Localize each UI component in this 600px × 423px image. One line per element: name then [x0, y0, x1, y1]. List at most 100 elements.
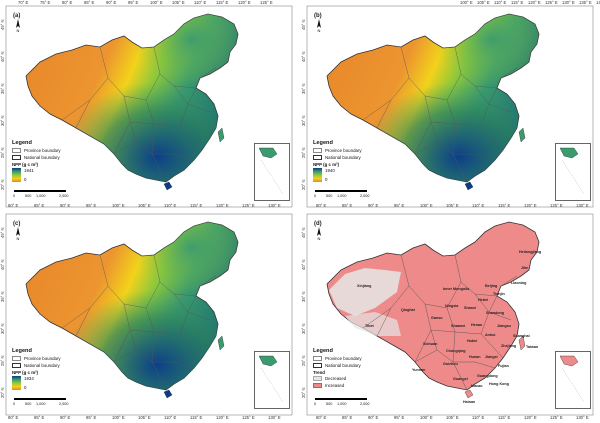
province-label-taiwan: Taiwan	[526, 345, 539, 349]
province-label-gansu: Gansu	[431, 316, 443, 320]
latitude-label: 40° N	[0, 51, 5, 62]
province-label-hubei: Hubei	[467, 339, 478, 343]
province-label-zhejiang: Zhejiang	[501, 344, 517, 348]
longitude-label: 85° E	[342, 415, 353, 420]
map-legend: Legend Province boundary National bounda…	[12, 348, 61, 391]
latitude-label: 35° N	[301, 83, 306, 94]
latitude-label: 40° N	[0, 259, 5, 270]
latitude-label: 40° N	[301, 51, 306, 62]
national-boundary-label: National boundary	[24, 154, 60, 160]
province-label-hainan: Hainan	[463, 400, 476, 404]
longitude-label: 120° E	[524, 415, 537, 420]
latitude-label: 35° N	[301, 291, 306, 302]
npp-high-value: 1940	[325, 168, 335, 174]
longitude-label: 115° E	[216, 0, 229, 5]
longitude-label: 140° E	[596, 0, 600, 5]
north-arrow-icon: N	[16, 227, 20, 240]
scale-bar: 0 500 1,000 2,000	[314, 398, 370, 409]
national-boundary-swatch	[12, 155, 21, 161]
province-label-tianjin: Tianjin	[493, 292, 505, 296]
latitude-label: 20° N	[301, 387, 306, 398]
longitude-label: 105° E	[477, 0, 490, 5]
latitude-label: 35° N	[0, 83, 5, 94]
longitude-label: 130° E	[268, 203, 281, 208]
npp-color-ramp	[12, 168, 21, 183]
legend-title: Legend	[313, 140, 333, 146]
longitude-label: 120° E	[216, 415, 229, 420]
longitude-label: 110° E	[472, 415, 485, 420]
province-boundary-swatch	[313, 148, 322, 154]
province-label-hunan: Hunan	[469, 355, 481, 359]
trend-legend-title: Trend	[313, 370, 325, 376]
panel-label: (a)	[13, 13, 21, 19]
longitude-label: 100° E	[460, 0, 473, 5]
longitude-label: 100° E	[150, 0, 163, 5]
province-label-jiangsu: Jiangsu	[497, 324, 511, 328]
province-boundary-label: Province boundary	[24, 356, 61, 362]
npp-high-value: 1934	[24, 376, 34, 382]
longitude-label: 95° E	[394, 415, 405, 420]
province-label-beijing: Beijing	[485, 284, 498, 288]
map-legend: Legend Province boundary National bounda…	[313, 348, 362, 389]
province-label-anhui: Anhui	[485, 333, 496, 337]
province-label-xinjiang: Xinjiang	[357, 284, 372, 288]
npp-map-a	[5, 5, 293, 208]
npp-legend-title: NPP (g c m²)	[12, 370, 39, 376]
longitude-label: 120° E	[216, 203, 229, 208]
longitude-label: 75° E	[40, 0, 51, 5]
longitude-label: 105° E	[172, 0, 185, 5]
latitude-label: 25° N	[0, 147, 5, 158]
longitude-label: 120° E	[528, 0, 541, 5]
scale-tick-0: 0	[314, 401, 317, 406]
longitude-label: 115° E	[190, 415, 203, 420]
longitude-label: 100° E	[112, 203, 125, 208]
latitude-label: 40° N	[301, 259, 306, 270]
latitude-label: 30° N	[0, 115, 5, 126]
province-label-shanxi: Shanxi	[464, 306, 477, 310]
north-arrow-icon: N	[317, 19, 321, 32]
province-boundary-label: Province boundary	[325, 148, 362, 154]
province-label-shanghai: Shanghai	[513, 334, 530, 338]
scale-tick-0: 0	[314, 193, 317, 198]
province-label-liaoning: Liaoning	[511, 281, 527, 285]
legend-title: Legend	[12, 140, 32, 146]
longitude-label: 120° E	[238, 0, 251, 5]
scale-bar: 0 500 1,000 2,000	[13, 398, 69, 409]
longitude-label: 125° E	[242, 415, 255, 420]
longitude-label: 90° E	[368, 203, 379, 208]
scale-tick-1000: 1,000	[36, 193, 46, 198]
latitude-label: 30° N	[301, 323, 306, 334]
longitude-label: 100° E	[112, 415, 125, 420]
national-boundary-label: National boundary	[24, 362, 60, 368]
legend-title: Legend	[313, 348, 333, 354]
province-label-shaanxi: Shaanxi	[451, 324, 466, 328]
latitude-label: 20° N	[0, 179, 5, 190]
province-boundary-label: Province boundary	[24, 148, 61, 154]
longitude-label: 125° E	[545, 0, 558, 5]
map-panel-a: (a) N Legend Province boundary National …	[4, 4, 294, 209]
longitude-label: 80° E	[8, 203, 19, 208]
longitude-label: 105° E	[446, 203, 459, 208]
npp-high-value: 1941	[24, 168, 34, 174]
north-arrow-icon: N	[16, 19, 20, 32]
province-boundary-swatch	[313, 356, 322, 362]
scale-tick-0: 0	[13, 193, 16, 198]
longitude-label: 125° E	[260, 0, 273, 5]
scale-tick-2000: 2,000	[360, 193, 370, 198]
longitude-label: 105° E	[446, 415, 459, 420]
province-label-hong-kong: Hong Kong	[489, 382, 509, 386]
scale-tick-2000: 2,000	[59, 401, 69, 406]
province-boundary-swatch	[12, 148, 21, 154]
longitude-label: 115° E	[190, 203, 203, 208]
scale-tick-1000: 1,000	[337, 401, 347, 406]
svg-text:N: N	[318, 28, 321, 32]
province-label-jiangxi: Jiangxi	[485, 355, 498, 359]
province-label-guizhou: Guizhou	[443, 362, 458, 366]
npp-low-value: 0	[325, 177, 328, 183]
latitude-label: 20° N	[0, 387, 5, 398]
latitude-label: 30° N	[301, 115, 306, 126]
province-label-hebei: Hebei	[478, 298, 489, 302]
longitude-label: 90° E	[60, 203, 71, 208]
panel-label: (b)	[314, 13, 322, 19]
national-boundary-swatch	[313, 363, 322, 369]
